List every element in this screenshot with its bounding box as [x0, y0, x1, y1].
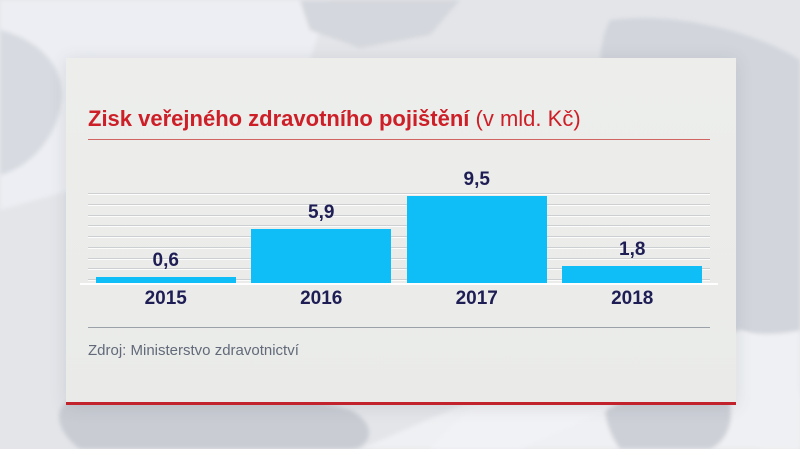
- source-note: Zdroj: Ministerstvo zdravotnictví: [88, 342, 299, 359]
- gridline: [88, 268, 710, 270]
- bar-value-label-2015: 0,6: [152, 250, 179, 271]
- bar-2016: [251, 229, 392, 283]
- bar-value-label-2017: 9,5: [463, 169, 490, 190]
- gridline: [88, 225, 710, 227]
- bar-value-label-2016: 5,9: [308, 202, 335, 223]
- x-axis-baseline: [80, 283, 718, 285]
- bar-slot-2018: 1,8: [562, 186, 703, 283]
- x-axis-label-2018: 2018: [611, 288, 654, 309]
- x-axis-label-2017: 2017: [455, 288, 498, 309]
- gridline: [88, 236, 710, 237]
- gridline: [88, 279, 710, 280]
- gridline: [88, 257, 710, 259]
- chart-title: Zisk veřejného zdravotního pojištění (v …: [88, 106, 581, 132]
- gridline: [88, 246, 710, 248]
- bar-chart-plot-area: 0,6 5,9 9,5 1,8: [80, 169, 718, 285]
- bar-2015: [95, 277, 236, 283]
- x-axis-label-2016: 2016: [300, 288, 343, 309]
- gridline: [88, 203, 710, 205]
- chart-card: Zisk veřejného zdravotního pojištění (v …: [66, 58, 736, 405]
- bar-slot-2015: 0,6: [95, 186, 236, 283]
- bar-value-label-2018: 1,8: [619, 239, 646, 260]
- gridline: [88, 214, 710, 216]
- title-underline: [88, 139, 710, 140]
- x-axis-label-2015: 2015: [144, 288, 187, 309]
- bar-slot-2016: 5,9: [251, 186, 392, 283]
- bar-2018: [562, 266, 703, 283]
- bar-slot-2017: 9,5: [406, 169, 547, 283]
- x-axis-labels: 2015 2016 2017 2018: [88, 288, 710, 312]
- chart-title-text: Zisk veřejného zdravotního pojištění: [88, 106, 470, 131]
- bar-2017: [406, 196, 547, 283]
- chart-title-unit: (v mld. Kč): [475, 106, 581, 131]
- gridline: [88, 193, 710, 194]
- source-divider-line: [88, 327, 710, 328]
